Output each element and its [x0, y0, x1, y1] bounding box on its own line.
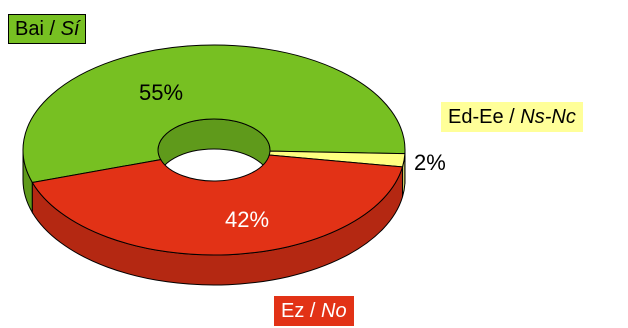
slice-no	[31, 154, 404, 256]
value-label-dk: 2%	[414, 150, 446, 175]
legend-label-dk-es: Ns-Nc	[520, 106, 576, 128]
value-label-yes: 55%	[139, 80, 184, 105]
legend-label-dk: Ed-Ee / Ns-Nc	[441, 102, 583, 132]
legend-label-dk-eu: Ed-Ee	[448, 106, 504, 128]
legend-label-yes: Bai / Sí	[8, 14, 87, 44]
donut-tops	[22, 44, 406, 256]
legend-label-no-es: No	[321, 300, 347, 322]
legend-label-yes-es: Sí	[60, 18, 80, 40]
legend-label-no-eu: Ez	[281, 300, 305, 322]
value-label-no: 42%	[225, 207, 270, 232]
slice-yes	[22, 44, 406, 184]
legend-label-no: Ez / No	[274, 296, 354, 326]
legend-label-yes-eu: Bai	[15, 18, 44, 40]
